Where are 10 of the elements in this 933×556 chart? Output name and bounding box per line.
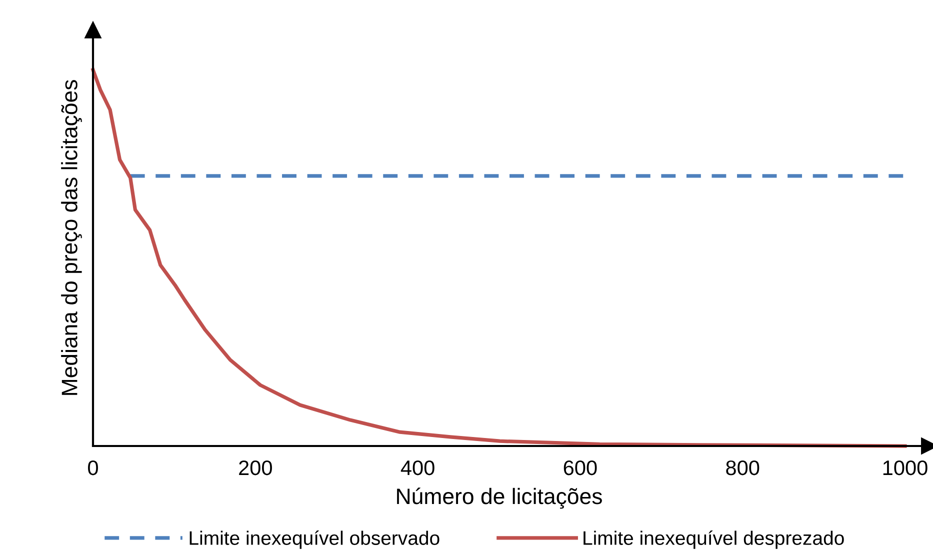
y-axis-title: Mediana do preço das licitações: [61, 80, 82, 395]
legend-label: Limite inexequível desprezado: [584, 530, 844, 549]
x-tick-label: 1000: [883, 460, 928, 476]
x-tick-label: 400: [400, 460, 434, 476]
x-tick-label: 0: [88, 460, 98, 476]
x-tick-label: 600: [564, 460, 597, 476]
x-axis-title: Número de licitações: [397, 488, 602, 509]
x-tick-label: 200: [239, 460, 272, 476]
x-tick-label: 800: [726, 460, 760, 476]
legend-label: Limite inexequível observado: [190, 530, 440, 549]
